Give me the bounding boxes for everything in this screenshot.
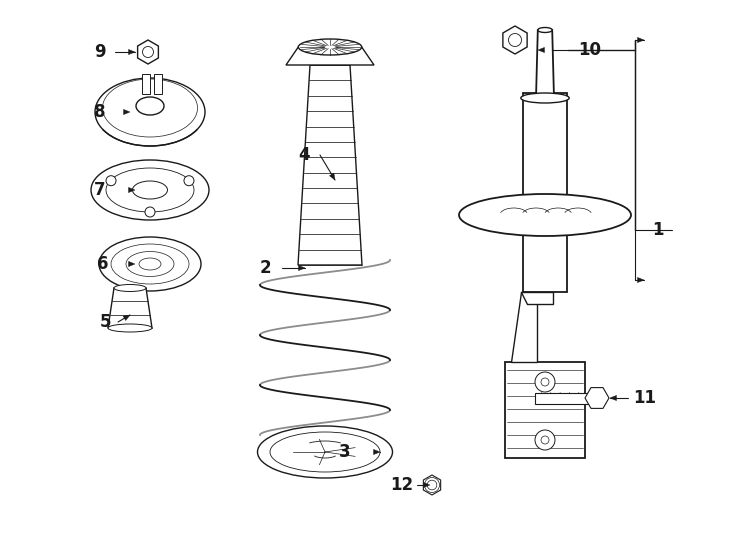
Polygon shape	[123, 110, 130, 114]
Ellipse shape	[139, 258, 161, 270]
Text: 7: 7	[94, 181, 106, 199]
Circle shape	[541, 436, 549, 444]
Ellipse shape	[99, 237, 201, 291]
Circle shape	[535, 372, 555, 392]
Text: 12: 12	[390, 476, 413, 494]
Polygon shape	[503, 26, 527, 54]
Text: 1: 1	[653, 221, 664, 239]
Polygon shape	[424, 482, 430, 488]
Text: 3: 3	[339, 443, 351, 461]
Polygon shape	[505, 362, 585, 458]
Ellipse shape	[106, 168, 194, 212]
Ellipse shape	[538, 28, 552, 32]
Polygon shape	[424, 475, 440, 495]
Circle shape	[509, 33, 521, 46]
Ellipse shape	[459, 194, 631, 236]
Polygon shape	[374, 449, 380, 455]
Ellipse shape	[133, 181, 167, 199]
Ellipse shape	[126, 252, 174, 276]
Polygon shape	[154, 74, 162, 94]
Ellipse shape	[95, 78, 205, 146]
Circle shape	[142, 46, 153, 57]
Polygon shape	[523, 93, 567, 292]
Ellipse shape	[270, 432, 380, 472]
Polygon shape	[536, 30, 554, 98]
Circle shape	[106, 176, 116, 186]
Polygon shape	[128, 261, 135, 267]
Text: 5: 5	[99, 313, 111, 331]
Circle shape	[184, 176, 194, 186]
Ellipse shape	[136, 97, 164, 115]
Polygon shape	[330, 173, 335, 180]
Text: 11: 11	[633, 389, 656, 407]
Text: 9: 9	[94, 43, 106, 61]
Polygon shape	[128, 187, 135, 193]
Text: 6: 6	[97, 255, 109, 273]
Polygon shape	[521, 292, 553, 304]
Ellipse shape	[114, 285, 146, 292]
Polygon shape	[298, 65, 362, 265]
Polygon shape	[585, 388, 609, 408]
Polygon shape	[137, 40, 159, 64]
Text: 10: 10	[578, 41, 601, 59]
Text: 4: 4	[298, 146, 310, 164]
Polygon shape	[108, 288, 152, 328]
Polygon shape	[535, 393, 597, 403]
Ellipse shape	[91, 160, 209, 220]
Circle shape	[145, 207, 155, 217]
Ellipse shape	[111, 244, 189, 284]
Circle shape	[427, 480, 437, 490]
Ellipse shape	[521, 93, 569, 103]
Ellipse shape	[103, 79, 197, 137]
Polygon shape	[638, 278, 644, 282]
Polygon shape	[638, 37, 644, 43]
Text: 8: 8	[94, 103, 106, 121]
Polygon shape	[610, 395, 617, 401]
Polygon shape	[538, 48, 545, 52]
Circle shape	[541, 378, 549, 386]
Text: 2: 2	[259, 259, 271, 277]
Polygon shape	[123, 315, 130, 321]
Polygon shape	[286, 47, 374, 65]
Polygon shape	[142, 74, 150, 94]
Ellipse shape	[298, 39, 362, 55]
Ellipse shape	[258, 426, 393, 478]
Circle shape	[535, 430, 555, 450]
Polygon shape	[128, 49, 135, 55]
Ellipse shape	[108, 324, 152, 332]
Polygon shape	[511, 292, 537, 362]
Polygon shape	[299, 265, 305, 271]
